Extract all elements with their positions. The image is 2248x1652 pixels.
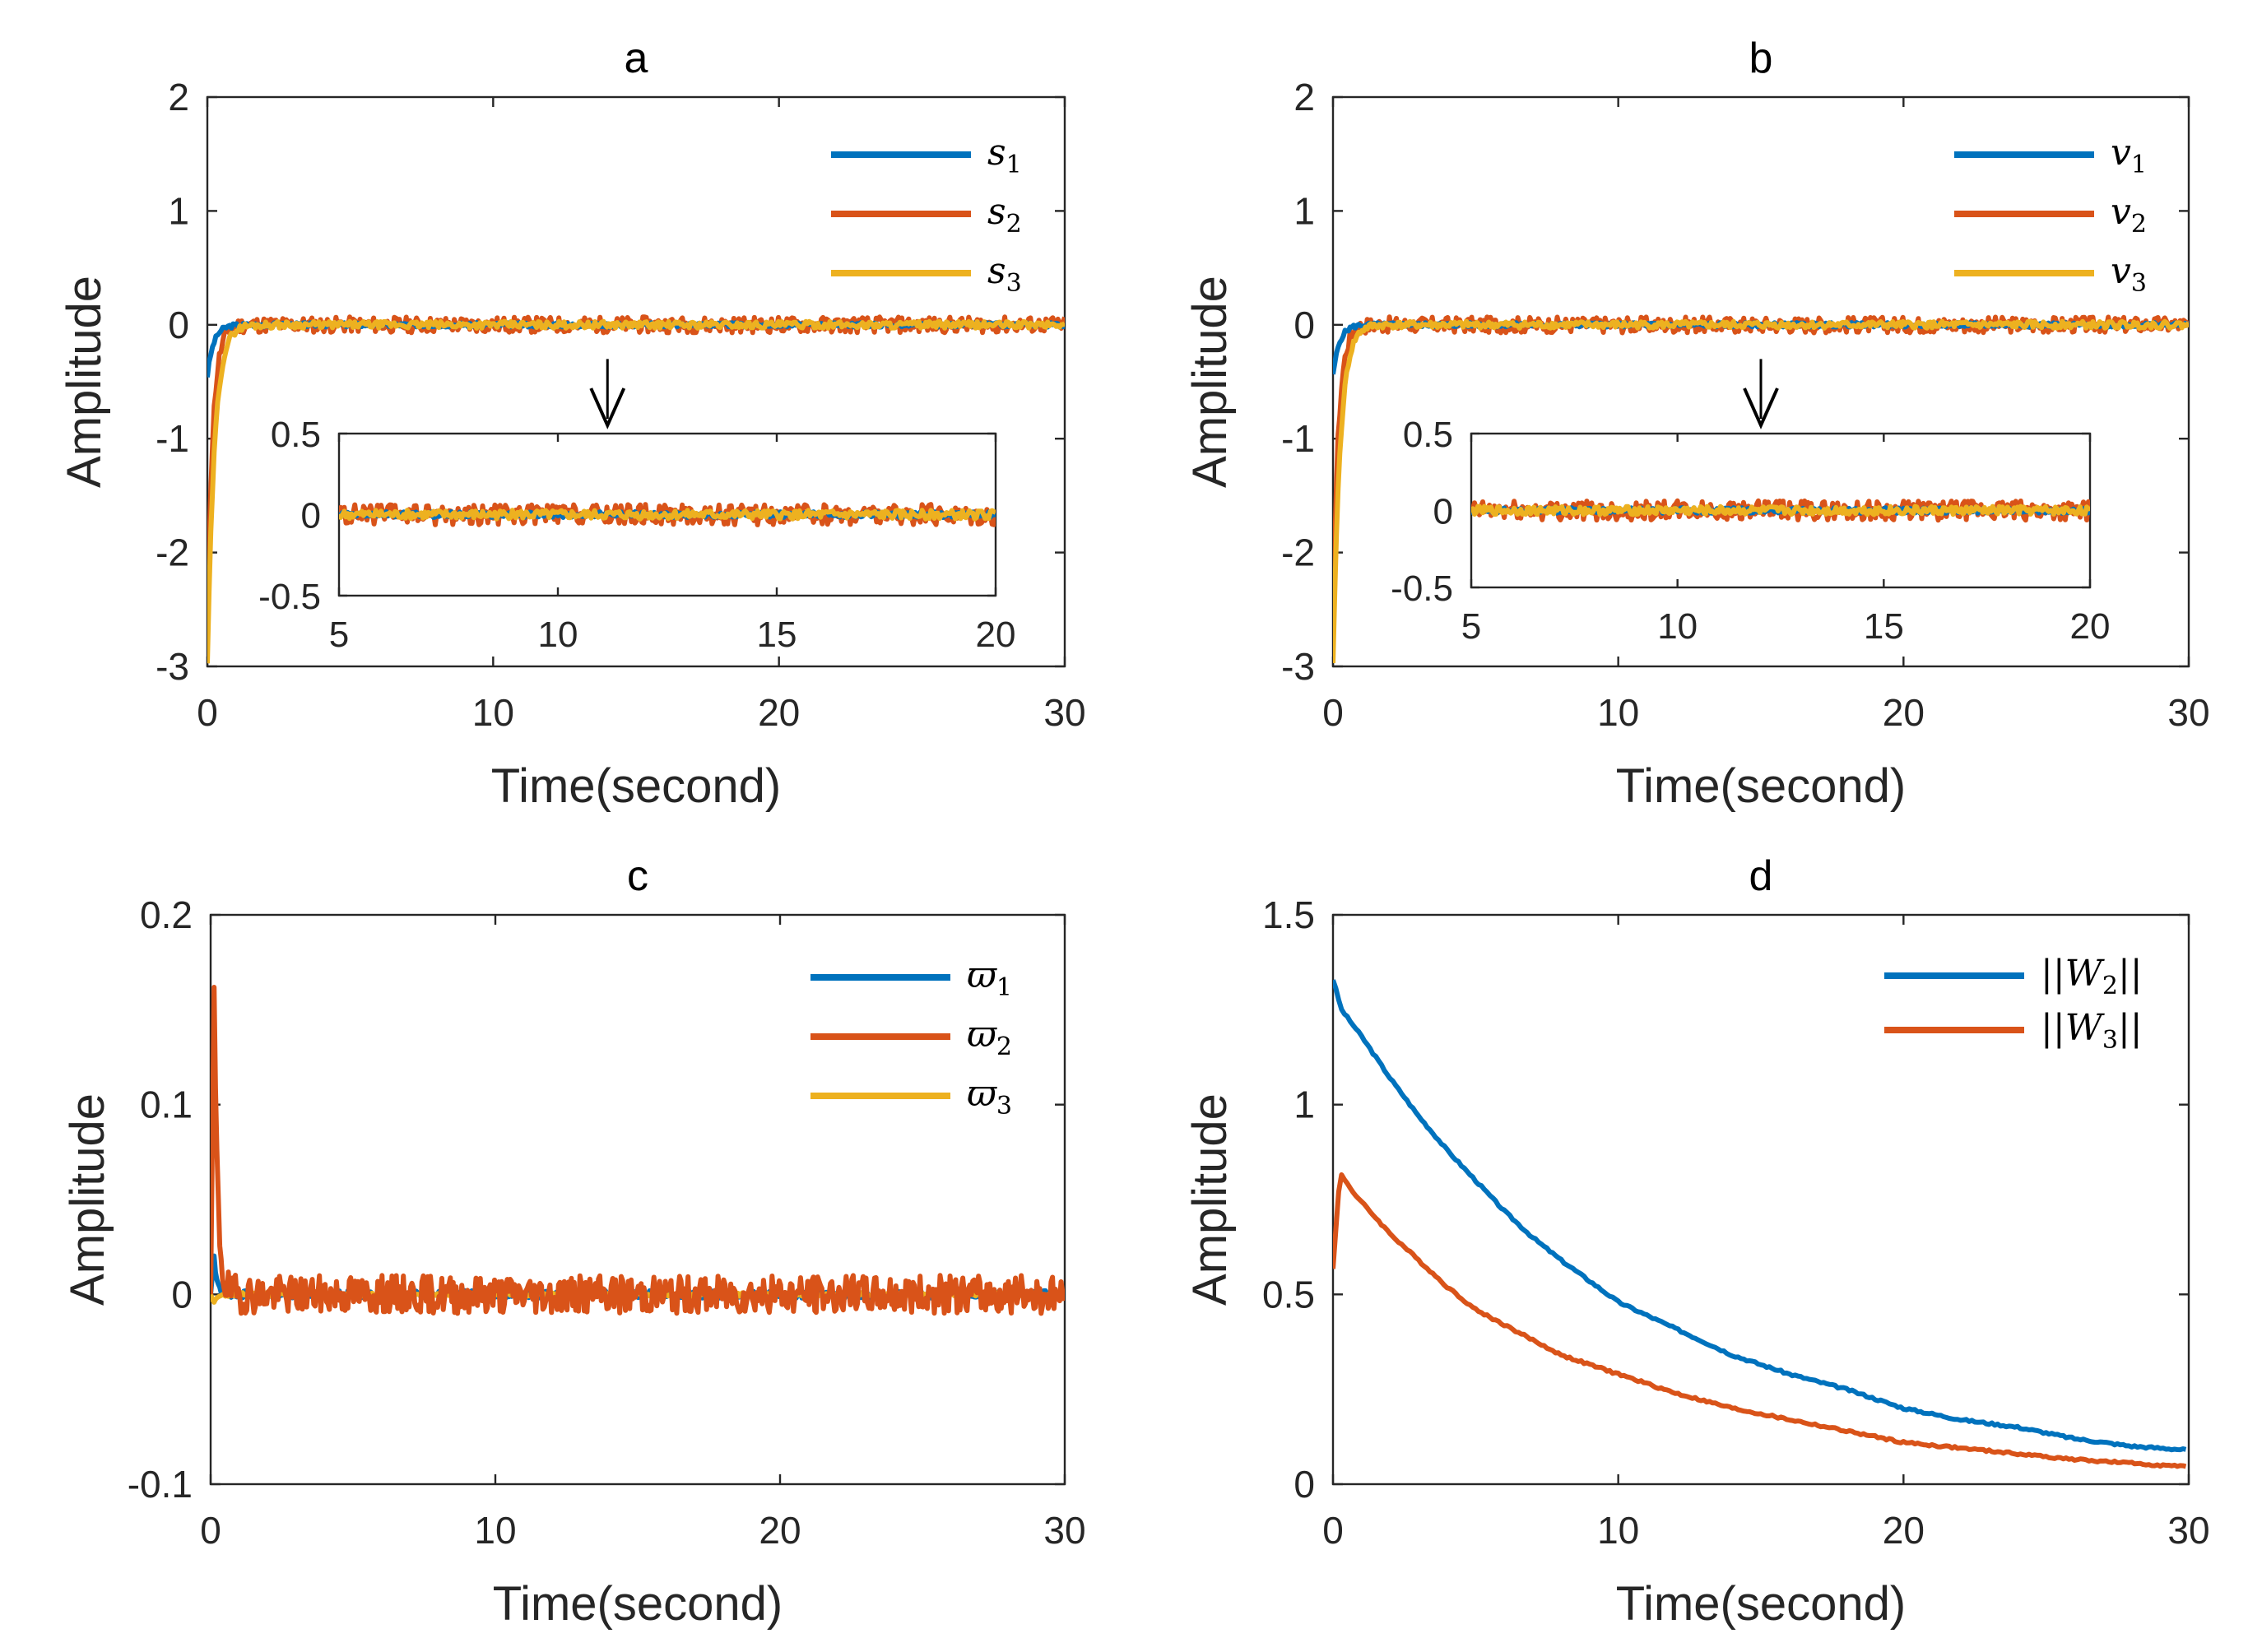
- panel-a-x-tick-label: 0: [197, 691, 218, 734]
- panel-c-frame: [209, 913, 1066, 1486]
- panel-a-y-tick-label: -3: [156, 645, 189, 688]
- panel-a-x-axis-label: Time(second): [491, 759, 781, 813]
- panel-b: 0 10 20 30 -3 -2 -1 0 1 2 b Time(second) Amplitude 5 1…: [1183, 35, 2210, 813]
- panel-b-x-tick-label: 30: [2167, 691, 2209, 734]
- panel-d-y-tick-label: 1.5: [1262, 893, 1315, 936]
- panel-a-y-tick-label: 0: [168, 304, 189, 346]
- panel-b-inset-x-tick-label: 5: [1461, 606, 1481, 647]
- panel-a: 0 10 20 30 -3 -2 -1 0 1 2 a Time(second) Amplitude 5 1…: [58, 35, 1086, 813]
- panel-b-y-tick-label: -2: [1281, 531, 1315, 574]
- panel-c-y-axis-label: Amplitude: [61, 1093, 114, 1306]
- panel-b-inset-series-v3: [1471, 503, 2090, 517]
- panel-a-inset-y-tick-label: 0: [301, 496, 321, 536]
- panel-b-y-tick-label: -1: [1281, 417, 1315, 460]
- panel-d-series-||W3||: [1333, 1172, 2187, 1469]
- panel-a-inset: 5 10 15 20 -0.5 0 0.5: [258, 415, 1015, 655]
- panel-d-y-tick-label: 0: [1294, 1463, 1315, 1506]
- panel-b-inset-x-tick-label: 10: [1657, 606, 1698, 647]
- panel-c-x-tick-label: 30: [1043, 1509, 1085, 1552]
- panel-a-inset-y-tick-label: -0.5: [258, 577, 321, 617]
- panel-a-inset-y-tick-label: 0.5: [271, 415, 321, 455]
- panel-c-y-tick-label: -0.1: [128, 1463, 193, 1506]
- panel-b-x-axis-label: Time(second): [1616, 759, 1906, 813]
- panel-a-y-tick-label: 1: [168, 189, 189, 232]
- panel-b-x-tick-label: 0: [1322, 691, 1344, 734]
- panel-a-inset-x-tick-label: 5: [329, 615, 349, 655]
- panel-a-inset-x-tick-label: 10: [538, 615, 578, 655]
- panel-b-inset-x-tick-label: 15: [1864, 606, 1904, 647]
- panel-a-y-tick-label: -1: [156, 417, 189, 460]
- panel-a-title: a: [625, 35, 648, 82]
- panel-b-legend-entry-2: v2: [2111, 191, 2147, 239]
- panel-d-legend-entry-1: ||W2||: [2041, 953, 2143, 1000]
- panel-c-y-tick-label: 0.2: [140, 893, 193, 936]
- panel-b-inset-y-tick-label: 0.5: [1403, 415, 1453, 455]
- panel-d-x-axis-label: Time(second): [1616, 1577, 1906, 1631]
- panel-a-arrow-head: [589, 387, 626, 429]
- panel-b-series-v3: [1333, 318, 2189, 664]
- panel-a-y-tick-label: -2: [156, 531, 189, 574]
- panel-c-y-tick-label: 0.1: [140, 1084, 193, 1126]
- panel-c-x-tick-label: 20: [759, 1509, 801, 1552]
- panel-a-inset-series-s3: [339, 508, 996, 522]
- panel-d-frame: [1331, 913, 2190, 1486]
- panel-c-legend-entry-2: ϖ2: [967, 1014, 1012, 1061]
- panel-c-legend-entry-3: ϖ3: [967, 1073, 1012, 1121]
- panel-b-legend-entry-3: v3: [2111, 250, 2147, 298]
- panel-b-inset-x-tick-label: 20: [2070, 606, 2111, 647]
- panel-a-y-tick-label: 2: [168, 76, 189, 118]
- panel-d-x-tick-label: 20: [1883, 1509, 1925, 1552]
- panel-c-title: c: [627, 852, 648, 900]
- panel-c-series-w2: [211, 985, 1065, 1316]
- panel-a-inset-x-tick-label: 15: [757, 615, 797, 655]
- panel-d-title: d: [1749, 852, 1773, 900]
- panel-b-x-tick-label: 10: [1597, 691, 1639, 734]
- panel-d-y-tick-label: 0.5: [1262, 1273, 1315, 1316]
- panel-a-legend-entry-1: s1: [987, 132, 1022, 179]
- panel-d: 0 10 20 30 0 0.5 1 1.5 d Time(second) Amplitude ||W…: [1183, 852, 2210, 1631]
- panel-b-y-tick-label: 1: [1294, 189, 1315, 232]
- panel-b-legend-entry-1: v1: [2111, 132, 2147, 179]
- panel-a-legend-entry-2: s2: [987, 191, 1022, 239]
- panel-a-frame: [206, 95, 1066, 668]
- panel-a-legend-entry-3: s3: [987, 250, 1022, 298]
- panel-a-x-tick-label: 20: [758, 691, 800, 734]
- panel-b-arrow-head: [1743, 387, 1779, 429]
- panel-c-x-tick-label: 0: [200, 1509, 221, 1552]
- panel-b-title: b: [1749, 35, 1773, 82]
- panel-c-y-tick-label: 0: [171, 1273, 193, 1316]
- panel-c-x-axis-label: Time(second): [493, 1577, 783, 1631]
- panel-c: 0 10 20 30-0.100.10.2cTime(second)Amplitude…: [61, 852, 1086, 1631]
- panel-d-series-||W2||: [1333, 979, 2187, 1453]
- panel-b-y-tick-label: -3: [1281, 645, 1315, 688]
- panel-d-y-axis-label: Amplitude: [1183, 1093, 1237, 1306]
- panel-a-y-axis-label: Amplitude: [58, 276, 111, 488]
- panel-b-y-tick-label: 2: [1294, 76, 1315, 118]
- panel-b-inset: 5 10 15 20 -0.5 0 0.5: [1391, 415, 2110, 647]
- panel-b-inset-y-tick-label: 0: [1433, 492, 1453, 532]
- panel-b-x-tick-label: 20: [1883, 691, 1925, 734]
- panel-b-y-axis-label: Amplitude: [1183, 276, 1237, 488]
- panel-b-y-tick-label: 0: [1294, 304, 1315, 346]
- panel-d-legend-entry-2: ||W3||: [2041, 1007, 2143, 1055]
- panel-b-frame: [1331, 95, 2190, 668]
- panel-c-x-tick-label: 10: [474, 1509, 516, 1552]
- panel-a-x-tick-label: 10: [472, 691, 514, 734]
- panel-c-legend-entry-1: ϖ1: [967, 954, 1012, 1002]
- panel-a-series-s3: [207, 318, 1065, 664]
- panel-d-x-tick-label: 30: [2167, 1509, 2209, 1552]
- panel-d-x-tick-label: 0: [1322, 1509, 1344, 1552]
- panel-a-inset-x-tick-label: 20: [976, 615, 1016, 655]
- panel-a-series-s2: [207, 314, 1065, 615]
- panel-d-x-tick-label: 10: [1597, 1509, 1639, 1552]
- panel-d-y-tick-label: 1: [1294, 1084, 1315, 1126]
- panel-b-inset-y-tick-label: -0.5: [1391, 568, 1453, 609]
- panel-a-x-tick-label: 30: [1043, 691, 1085, 734]
